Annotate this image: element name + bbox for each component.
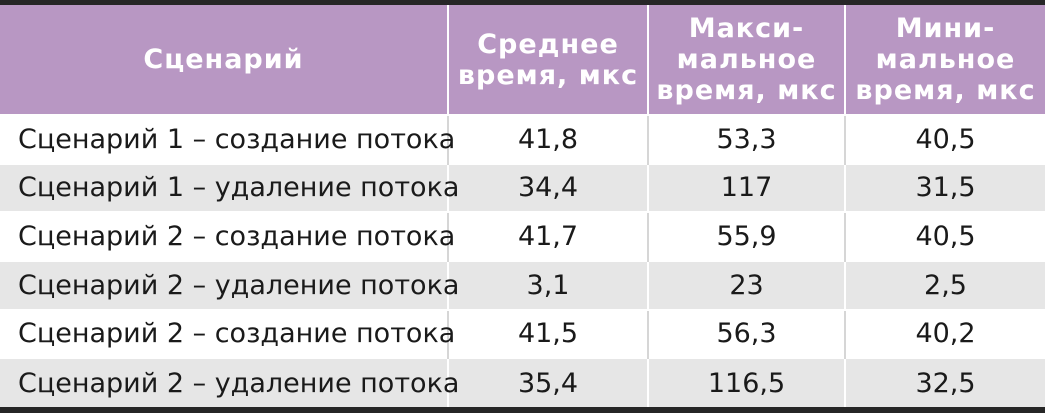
table-header: Сценарий Среднее время, мкс Макси- мальн… xyxy=(0,5,1045,115)
header-scenario: Сценарий xyxy=(0,5,448,115)
cell-scenario: Сценарий 1 – создание потока xyxy=(0,114,455,164)
header-average-time: Среднее время, мкс xyxy=(447,5,648,115)
cell-min: 40,5 xyxy=(844,211,1045,261)
header-max-time: Макси- мальное время, мкс xyxy=(647,5,845,115)
header-line: мальное xyxy=(676,44,817,75)
cell-scenario: Сценарий 2 – создание потока xyxy=(0,308,455,359)
cell-max: 53,3 xyxy=(647,114,845,164)
header-line: время, мкс xyxy=(457,59,639,91)
cell-max: 116,5 xyxy=(647,357,845,407)
table-row: Сценарий 1 – удаление потока 34,4 117 31… xyxy=(0,162,1045,213)
header-line: Среднее xyxy=(477,28,619,60)
table-row: Сценарий 2 – создание потока 41,7 55,9 4… xyxy=(0,211,1045,261)
cell-average: 35,4 xyxy=(447,357,648,407)
header-line: время, мкс xyxy=(656,75,837,106)
header-line: мальное xyxy=(875,44,1016,75)
cell-average: 3,1 xyxy=(447,259,648,310)
cell-min: 32,5 xyxy=(844,357,1045,407)
header-line: время, мкс xyxy=(855,75,1036,106)
cell-scenario: Сценарий 2 – создание потока xyxy=(0,211,455,261)
cell-min: 40,2 xyxy=(844,308,1045,359)
cell-scenario: Сценарий 1 – удаление потока xyxy=(0,162,459,213)
table-row: Сценарий 2 – удаление потока 3,1 23 2,5 xyxy=(0,259,1045,310)
cell-min: 2,5 xyxy=(844,259,1045,310)
table-body: Сценарий 1 – создание потока 41,8 53,3 4… xyxy=(0,114,1045,407)
cell-max: 117 xyxy=(647,162,845,213)
cell-scenario: Сценарий 2 – удаление потока xyxy=(0,357,459,407)
header-row: Сценарий Среднее время, мкс Макси- мальн… xyxy=(0,5,1045,115)
cell-max: 55,9 xyxy=(647,211,845,261)
table-row: Сценарий 2 – удаление потока 35,4 116,5 … xyxy=(0,357,1045,407)
header-line: Сценарий xyxy=(143,44,304,75)
cell-average: 41,7 xyxy=(447,211,648,261)
cell-scenario: Сценарий 2 – удаление потока xyxy=(0,259,459,310)
header-line: Макси- xyxy=(688,13,805,44)
header-line: Мини- xyxy=(895,13,996,44)
cell-max: 23 xyxy=(647,259,845,310)
table-row: Сценарий 2 – создание потока 41,5 56,3 4… xyxy=(0,308,1045,359)
cell-average: 34,4 xyxy=(447,162,648,213)
header-min-time: Мини- мальное время, мкс xyxy=(844,5,1045,115)
cell-average: 41,8 xyxy=(447,114,648,164)
cell-max: 56,3 xyxy=(647,308,845,359)
table-row: Сценарий 1 – создание потока 41,8 53,3 4… xyxy=(0,114,1045,164)
cell-min: 40,5 xyxy=(844,114,1045,164)
cell-average: 41,5 xyxy=(447,308,648,359)
timing-table: Сценарий Среднее время, мкс Макси- мальн… xyxy=(0,5,1045,407)
cell-min: 31,5 xyxy=(844,162,1045,213)
